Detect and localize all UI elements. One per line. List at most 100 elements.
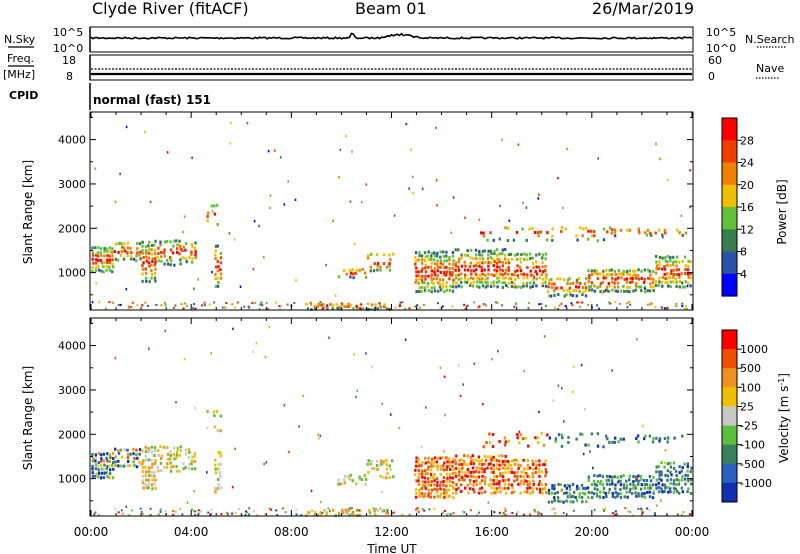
heatmap-cell bbox=[108, 268, 112, 272]
heatmap-cell bbox=[625, 277, 629, 281]
heatmap-speck bbox=[114, 200, 117, 204]
heatmap-cell bbox=[584, 294, 588, 298]
heatmap-cell bbox=[433, 464, 436, 468]
heatmap-cell bbox=[579, 226, 582, 230]
heatmap-cell bbox=[588, 276, 591, 280]
heatmap-cell bbox=[439, 492, 443, 496]
heatmap-cell bbox=[680, 486, 684, 490]
heatmap-cell bbox=[368, 511, 372, 515]
heatmap-cell bbox=[286, 303, 289, 306]
heatmap-cell bbox=[184, 248, 187, 252]
heatmap-cell bbox=[566, 483, 570, 487]
heatmap-cell bbox=[677, 268, 680, 272]
nave-tick-bottom: 0 bbox=[708, 70, 715, 83]
colorbar-tick-label: 500 bbox=[740, 362, 761, 375]
heatmap-cell bbox=[584, 443, 587, 447]
heatmap-cell bbox=[429, 495, 432, 499]
heatmap-cell bbox=[521, 227, 524, 231]
heatmap-cell bbox=[613, 234, 617, 238]
heatmap-cell bbox=[619, 272, 623, 276]
heatmap-cell bbox=[347, 302, 350, 306]
heatmap-cell bbox=[423, 484, 426, 488]
heatmap-cell bbox=[424, 277, 427, 281]
heatmap-cell bbox=[509, 277, 513, 281]
heatmap-cell bbox=[637, 507, 640, 510]
heatmap-cell bbox=[516, 470, 519, 474]
heatmap-speck bbox=[283, 404, 286, 407]
heatmap-cell bbox=[95, 253, 98, 257]
heatmap-cell bbox=[599, 490, 602, 494]
heatmap-cell bbox=[190, 243, 194, 246]
heatmap-cell bbox=[224, 306, 227, 309]
heatmap-cell bbox=[439, 278, 442, 282]
heatmap-cell bbox=[473, 490, 476, 494]
freq-label: Freq. bbox=[7, 52, 34, 65]
heatmap-cell bbox=[172, 306, 175, 309]
heatmap-cell bbox=[157, 469, 160, 473]
heatmap-cell bbox=[141, 267, 145, 271]
heatmap-cell bbox=[336, 307, 339, 310]
heatmap-cell bbox=[442, 476, 445, 480]
heatmap-cell bbox=[259, 303, 262, 306]
heatmap-cell bbox=[507, 268, 511, 272]
heatmap-cell bbox=[430, 457, 434, 461]
heatmap-cell bbox=[433, 483, 436, 487]
heatmap-cell bbox=[663, 272, 666, 276]
heatmap-cell bbox=[631, 277, 634, 280]
time-tick-labels: 00:00 04:00 08:00 12:00 16:00 20:00 00:00 bbox=[74, 525, 710, 539]
heatmap-cell bbox=[469, 276, 473, 280]
heatmap-cell bbox=[575, 487, 579, 491]
heatmap-cell bbox=[616, 281, 620, 285]
heatmap-cell bbox=[506, 460, 510, 463]
heatmap-cell bbox=[364, 477, 368, 481]
heatmap-cell bbox=[451, 289, 455, 293]
heatmap-cell bbox=[413, 306, 416, 308]
heatmap-cell bbox=[439, 288, 443, 292]
heatmap-cell bbox=[341, 508, 344, 512]
heatmap-cell bbox=[451, 464, 454, 468]
colorbar-tick-label: -500 bbox=[740, 458, 765, 471]
heatmap-cell bbox=[147, 256, 150, 260]
heatmap-cell bbox=[483, 462, 487, 466]
heatmap-cell bbox=[191, 260, 194, 264]
heatmap-cell bbox=[94, 453, 98, 457]
heatmap-cell bbox=[495, 269, 499, 273]
heatmap-cell bbox=[394, 306, 397, 309]
heatmap-cell bbox=[275, 301, 278, 304]
heatmap-cell bbox=[602, 486, 606, 490]
heatmap-cell bbox=[214, 249, 217, 253]
heatmap-cell bbox=[674, 277, 678, 281]
heatmap-cell bbox=[557, 433, 561, 437]
heatmap-cell bbox=[460, 490, 463, 493]
heatmap-cell bbox=[214, 256, 217, 260]
heatmap-cell bbox=[643, 492, 646, 495]
heatmap-speck bbox=[689, 205, 691, 209]
heatmap-cell bbox=[94, 467, 98, 471]
heatmap-cell bbox=[127, 305, 130, 308]
heatmap-cell bbox=[611, 512, 614, 515]
heatmap-cell bbox=[501, 248, 504, 252]
heatmap-speck bbox=[398, 426, 401, 430]
heatmap-cell bbox=[275, 509, 278, 512]
heatmap-cell bbox=[623, 495, 626, 499]
heatmap-cell bbox=[562, 289, 565, 293]
heatmap-cell bbox=[543, 463, 547, 467]
heatmap-cell bbox=[661, 490, 664, 494]
heatmap-cell bbox=[619, 289, 623, 293]
heatmap-cell bbox=[565, 499, 568, 503]
heatmap-cell bbox=[675, 268, 679, 272]
heatmap-cell bbox=[602, 508, 605, 511]
heatmap-speck bbox=[458, 364, 460, 367]
heatmap-cell bbox=[179, 258, 182, 262]
heatmap-cell bbox=[175, 239, 178, 243]
heatmap-cell bbox=[445, 250, 448, 254]
heatmap-cell bbox=[420, 285, 423, 289]
heatmap-cell bbox=[94, 463, 98, 467]
heatmap-cell bbox=[414, 251, 418, 255]
heatmap-speck bbox=[459, 394, 462, 398]
heatmap-speck bbox=[404, 338, 407, 341]
heatmap-cell bbox=[457, 284, 461, 288]
heatmap-cell bbox=[519, 482, 522, 486]
heatmap-cell bbox=[470, 269, 473, 273]
heatmap-cell bbox=[432, 258, 436, 262]
